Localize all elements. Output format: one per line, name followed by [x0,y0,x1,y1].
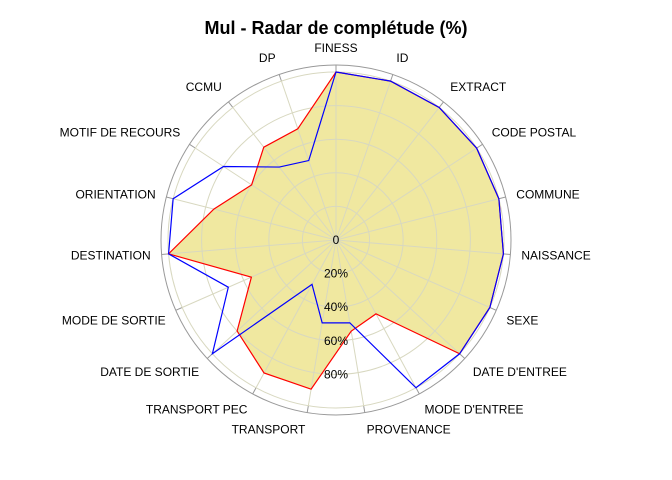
outer-spoke [252,387,257,395]
grid-spoke [335,198,499,241]
axis-label: CCMU [186,80,222,94]
axis-label: MODE D'ENTREE [425,403,524,417]
outer-spoke [438,101,444,108]
grid-spoke [335,239,460,355]
grid-spoke [181,239,337,308]
outer-spoke [306,405,309,413]
outer-spoke [459,353,466,359]
outer-spoke [175,307,183,311]
grid-spoke [335,80,392,241]
axis-label: SEXE [506,314,538,328]
axis-label: DP [259,51,276,65]
axis-label: DATE DE SORTIE [100,365,199,379]
axis-label: CODE POSTAL [492,125,577,139]
radial-tick-label: 60% [324,334,348,348]
axis-label: DESTINATION [71,248,151,262]
grid-spoke [195,147,337,241]
outer-spoke [363,405,366,413]
grid-spoke [168,239,337,255]
outer-spoke [206,353,213,359]
axis-label: TRANSPORT PEC [146,403,248,417]
axis-label: NAISSANCE [521,248,590,262]
grid-spoke [335,147,477,241]
outer-spoke [390,74,394,82]
series-line-2 [167,71,505,389]
outer-spoke [489,307,497,311]
axis-label: EXTRACT [450,80,507,94]
chart-title: Mul - Radar de complétude (%) [204,18,468,38]
grid-spoke [335,239,504,255]
grid-spoke [335,239,491,308]
outer-spoke [415,387,420,395]
axis-label: ID [396,51,408,65]
grid-spoke [255,239,337,388]
grid-spoke [335,107,440,241]
outer-spoke [189,143,196,149]
outer-spoke [166,196,174,200]
outer-spoke [278,74,282,82]
axis-label: TRANSPORT [232,422,306,436]
axis-label: PROVENANCE [367,422,451,436]
radial-tick-label: 40% [324,300,348,314]
radial-tick-label: 20% [324,267,348,281]
grid-spoke [232,107,337,241]
axis-label: COMMUNE [516,187,579,201]
outer-spoke [228,101,234,108]
outer-spoke [498,196,506,200]
outer-spoke [503,253,511,255]
outer-spoke [476,143,483,149]
radial-tick-label: 80% [324,367,348,381]
outer-spoke [161,253,169,255]
radial-tick-label: 0 [333,233,340,247]
grid-spoke [173,198,337,241]
axis-label: FINESS [314,41,357,55]
axis-label: MODE DE SORTIE [62,314,166,328]
axis-label: ORIENTATION [75,187,155,201]
axis-label: MOTIF DE RECOURS [60,125,181,139]
grid-spoke [212,239,337,355]
axis-label: DATE D'ENTREE [473,365,567,379]
